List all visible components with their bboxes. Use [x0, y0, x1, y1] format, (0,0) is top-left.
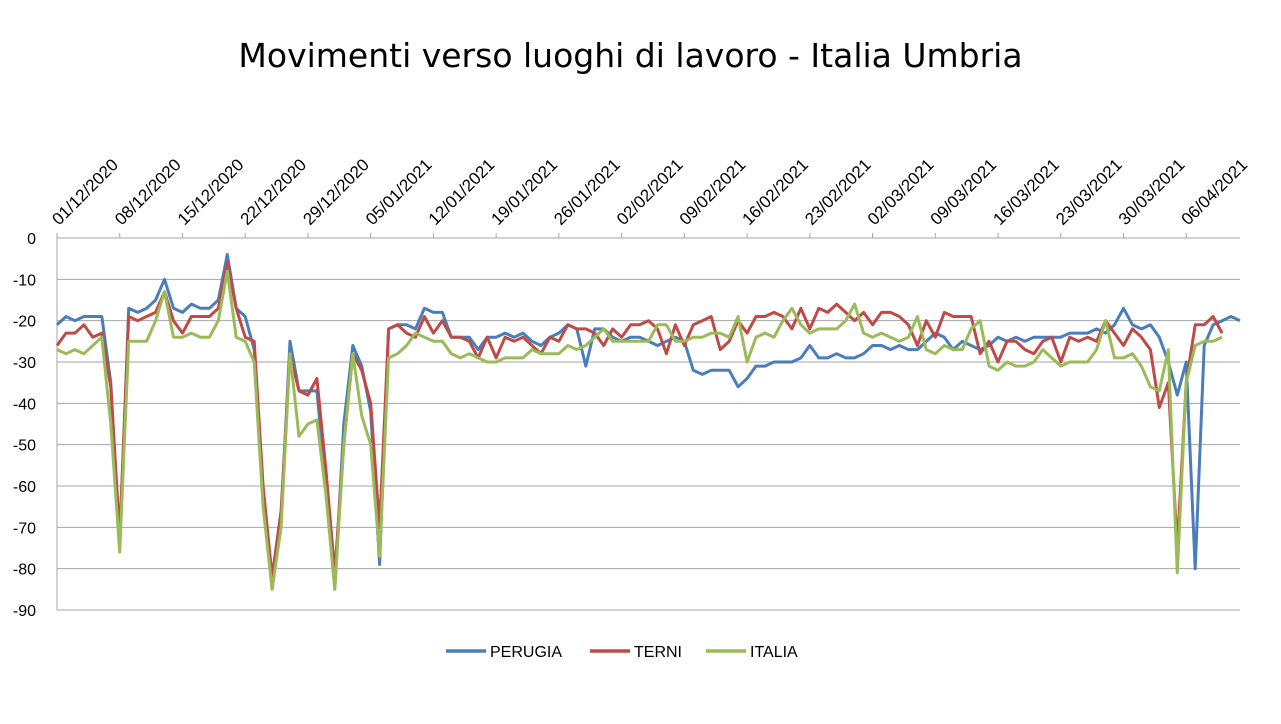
chart-title: Movimenti verso luoghi di lavoro - Itali… [238, 36, 1023, 75]
y-axis: 0 -10 -20 -30 -40 -50 -60 -70 -80 -90 [13, 231, 58, 620]
legend-label: PERUGIA [490, 644, 562, 661]
x-tick-label: 22/12/2020 [237, 155, 311, 229]
series-lines [55, 253, 1241, 591]
x-tick-label: 26/01/2021 [550, 155, 624, 229]
x-tick-label: 08/12/2020 [111, 155, 185, 229]
legend-item-italia: ITALIA [706, 644, 798, 661]
x-tick-label: 15/12/2020 [174, 155, 248, 229]
x-tick-label: 23/02/2021 [801, 155, 875, 229]
x-tick-label: 06/04/2021 [1178, 155, 1252, 229]
y-tick-label: -20 [13, 314, 36, 331]
x-tick-label: 01/12/2020 [48, 155, 122, 229]
x-tick-label: 23/03/2021 [1052, 155, 1126, 229]
series-line-terni [55, 261, 1224, 579]
x-tick-label: 02/02/2021 [613, 155, 687, 229]
y-tick-label: -30 [13, 355, 36, 372]
y-tick-label: 0 [27, 231, 36, 248]
legend-item-perugia: PERUGIA [446, 644, 562, 661]
x-tick-label: 19/01/2021 [488, 155, 562, 229]
x-tick-label: 09/02/2021 [676, 155, 750, 229]
x-tick-label: 30/03/2021 [1115, 155, 1189, 229]
series-line-italia [56, 269, 1223, 591]
y-tick-label: -40 [13, 396, 36, 413]
x-tick-label: 16/03/2021 [989, 155, 1063, 229]
legend-item-terni: TERNI [590, 644, 682, 661]
y-tick-label: -80 [13, 562, 36, 579]
x-tick-label: 05/01/2021 [362, 155, 436, 229]
x-tick-label: 09/03/2021 [927, 155, 1001, 229]
legend: PERUGIA TERNI ITALIA [446, 644, 798, 661]
x-tick-label: 02/03/2021 [864, 155, 938, 229]
y-tick-label: -90 [13, 603, 36, 620]
y-tick-label: -10 [13, 272, 36, 289]
x-tick-label: 29/12/2020 [299, 155, 373, 229]
x-tick-label: 12/01/2021 [425, 155, 499, 229]
y-tick-label: -60 [13, 479, 36, 496]
x-axis: 01/12/202008/12/202015/12/202022/12/2020… [48, 155, 1251, 238]
legend-label: ITALIA [750, 644, 798, 661]
y-tick-label: -50 [13, 438, 36, 455]
y-tick-label: -70 [13, 520, 36, 537]
legend-label: TERNI [634, 644, 682, 661]
x-tick-label: 16/02/2021 [738, 155, 812, 229]
